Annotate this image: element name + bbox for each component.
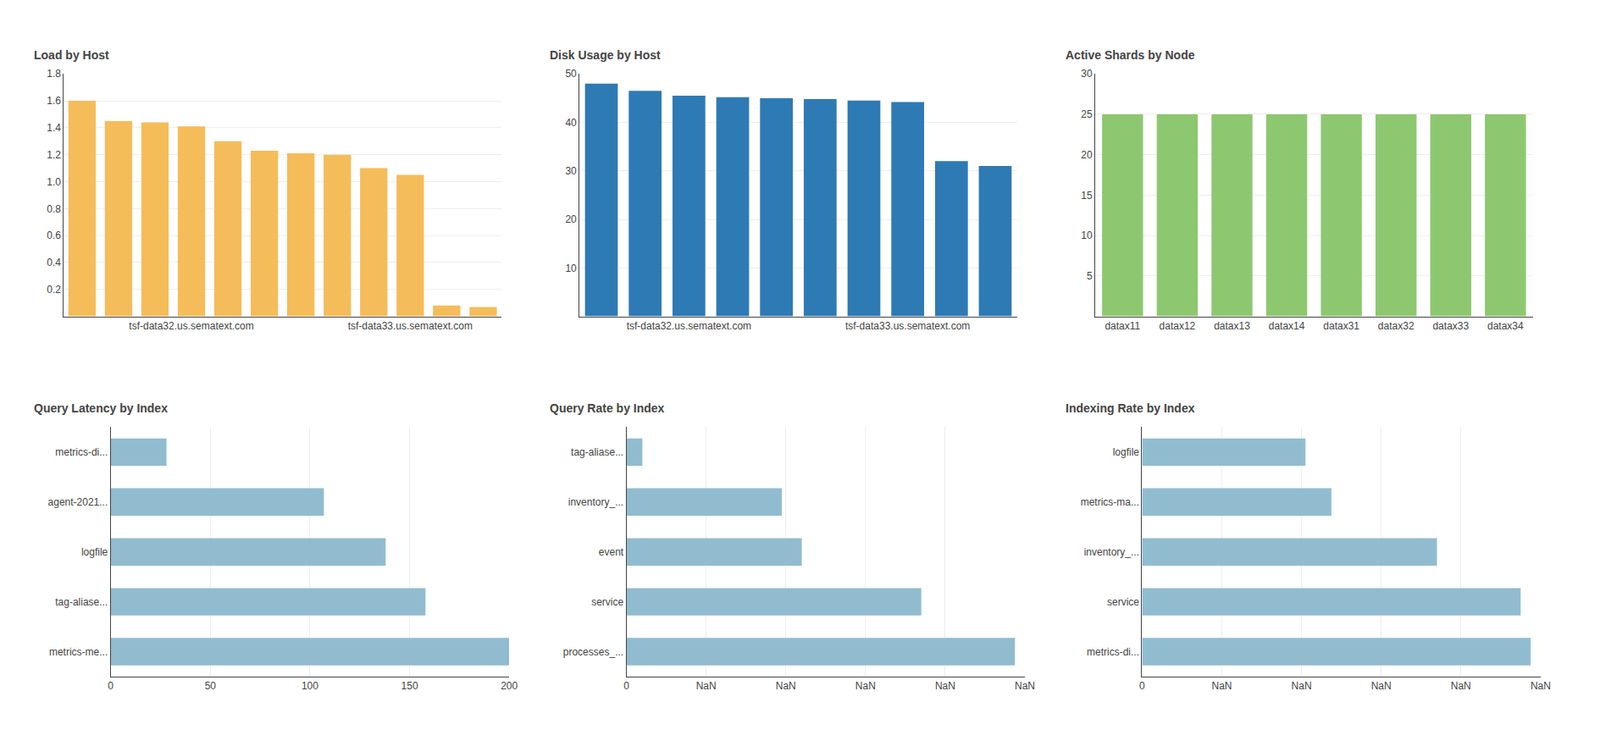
svg-text:Query Latency by Index: Query Latency by Index bbox=[33, 401, 168, 416]
svg-text:NaN: NaN bbox=[696, 680, 717, 693]
svg-text:NaN: NaN bbox=[1291, 680, 1313, 693]
svg-text:metrics-ma...: metrics-ma... bbox=[1080, 496, 1140, 509]
svg-text:service: service bbox=[1107, 596, 1140, 609]
svg-text:logfile: logfile bbox=[1112, 446, 1141, 459]
svg-text:1.0: 1.0 bbox=[46, 176, 61, 189]
svg-text:0.8: 0.8 bbox=[46, 203, 61, 216]
svg-text:metrics-di...: metrics-di... bbox=[1086, 646, 1140, 659]
svg-text:NaN: NaN bbox=[1371, 680, 1392, 693]
svg-text:tag-aliase...: tag-aliase... bbox=[570, 446, 624, 459]
svg-text:1.6: 1.6 bbox=[46, 94, 61, 107]
svg-text:Disk Usage by Host: Disk Usage by Host bbox=[549, 48, 661, 62]
svg-text:5: 5 bbox=[1086, 270, 1093, 283]
svg-text:NaN: NaN bbox=[1530, 680, 1551, 693]
svg-text:service: service bbox=[591, 596, 624, 609]
svg-text:10: 10 bbox=[564, 262, 577, 275]
svg-text:datax33: datax33 bbox=[1432, 320, 1469, 333]
svg-text:0.4: 0.4 bbox=[46, 256, 61, 269]
svg-text:25: 25 bbox=[1080, 108, 1093, 121]
svg-text:NaN: NaN bbox=[775, 680, 797, 693]
svg-text:Query Rate by Index: Query Rate by Index bbox=[549, 401, 665, 416]
svg-text:1.8: 1.8 bbox=[46, 67, 61, 80]
svg-text:datax31: datax31 bbox=[1323, 320, 1360, 333]
svg-text:datax13: datax13 bbox=[1213, 320, 1251, 333]
svg-text:tsf-data33.us.sematext.com: tsf-data33.us.sematext.com bbox=[348, 320, 473, 333]
svg-text:NaN: NaN bbox=[935, 680, 956, 693]
svg-text:logfile: logfile bbox=[81, 546, 109, 559]
svg-text:metrics-me...: metrics-me... bbox=[49, 646, 108, 659]
svg-text:Active Shards by Node: Active Shards by Node bbox=[1065, 48, 1196, 62]
svg-text:NaN: NaN bbox=[1211, 680, 1232, 693]
svg-text:50: 50 bbox=[564, 67, 577, 80]
svg-text:Load by Host: Load by Host bbox=[33, 48, 110, 62]
svg-text:1.2: 1.2 bbox=[46, 149, 61, 161]
svg-text:NaN: NaN bbox=[855, 680, 876, 693]
svg-text:tsf-data32.us.sematext.com: tsf-data32.us.sematext.com bbox=[128, 320, 254, 333]
svg-text:100: 100 bbox=[301, 680, 319, 693]
svg-text:datax12: datax12 bbox=[1159, 320, 1196, 333]
svg-text:40: 40 bbox=[564, 116, 577, 129]
svg-text:Indexing Rate by Index: Indexing Rate by Index bbox=[1065, 401, 1196, 416]
svg-text:inventory_...: inventory_... bbox=[568, 496, 624, 509]
svg-text:datax14: datax14 bbox=[1268, 320, 1306, 333]
svg-text:20: 20 bbox=[564, 213, 577, 226]
svg-text:datax11: datax11 bbox=[1104, 320, 1141, 333]
svg-text:inventory_...: inventory_... bbox=[1084, 546, 1140, 559]
svg-text:0: 0 bbox=[1139, 680, 1146, 693]
svg-text:tag-aliase...: tag-aliase... bbox=[55, 596, 108, 609]
svg-text:0: 0 bbox=[107, 680, 114, 693]
svg-text:30: 30 bbox=[564, 165, 577, 178]
svg-text:150: 150 bbox=[401, 680, 419, 693]
svg-text:tsf-data33.us.sematext.com: tsf-data33.us.sematext.com bbox=[845, 320, 970, 333]
svg-text:10: 10 bbox=[1080, 229, 1093, 242]
svg-text:50: 50 bbox=[204, 680, 217, 693]
svg-text:0: 0 bbox=[623, 680, 630, 693]
svg-text:agent-2021...: agent-2021... bbox=[48, 496, 109, 509]
svg-text:0.2: 0.2 bbox=[46, 283, 61, 296]
svg-text:0.6: 0.6 bbox=[46, 229, 61, 242]
svg-text:200: 200 bbox=[500, 680, 518, 693]
svg-text:processes_...: processes_... bbox=[563, 646, 624, 659]
svg-text:15: 15 bbox=[1080, 189, 1093, 202]
svg-text:30: 30 bbox=[1080, 67, 1093, 80]
svg-text:NaN: NaN bbox=[1014, 680, 1036, 693]
svg-text:datax34: datax34 bbox=[1487, 320, 1524, 333]
svg-text:NaN: NaN bbox=[1450, 680, 1472, 693]
svg-text:event: event bbox=[598, 546, 625, 559]
svg-text:20: 20 bbox=[1080, 149, 1093, 161]
svg-text:tsf-data32.us.sematext.com: tsf-data32.us.sematext.com bbox=[626, 320, 752, 333]
svg-text:1.4: 1.4 bbox=[46, 121, 61, 134]
svg-text:metrics-di...: metrics-di... bbox=[55, 446, 108, 459]
svg-text:datax32: datax32 bbox=[1378, 320, 1415, 333]
